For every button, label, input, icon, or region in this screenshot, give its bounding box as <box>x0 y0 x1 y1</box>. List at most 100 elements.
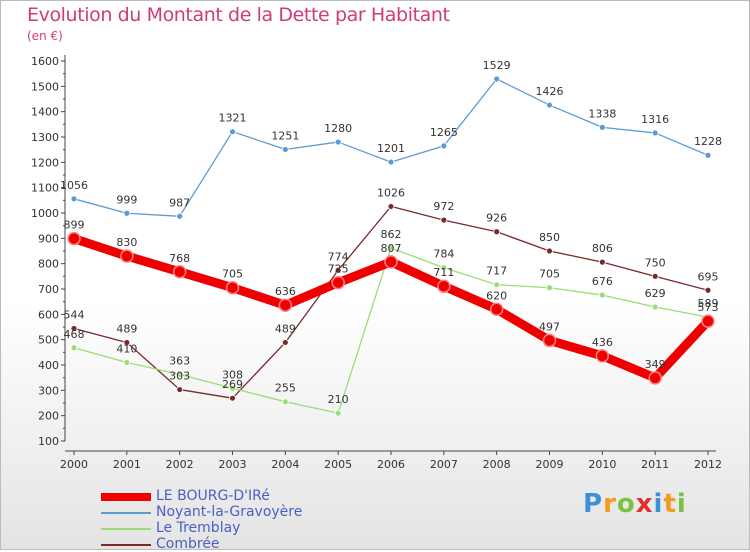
data-point <box>704 151 712 159</box>
data-point <box>123 359 131 366</box>
logo-letter: o <box>616 489 636 519</box>
data-label: 972 <box>433 200 454 213</box>
data-point <box>493 228 501 236</box>
data-label: 1026 <box>377 186 405 199</box>
x-tick-label: 2004 <box>271 458 299 471</box>
legend-label: Combrée <box>156 536 220 552</box>
data-label: 489 <box>116 322 137 335</box>
data-point <box>334 409 342 417</box>
data-label: 807 <box>381 242 402 255</box>
data-point <box>542 333 557 348</box>
x-tick-label: 2008 <box>483 458 511 471</box>
data-label: 308 <box>222 368 243 381</box>
y-tick-label: 1200 <box>31 156 59 169</box>
data-label: 1316 <box>641 113 669 126</box>
data-point <box>278 298 293 312</box>
data-label: 1228 <box>694 135 722 148</box>
legend-swatch <box>101 512 151 514</box>
data-label: 1280 <box>324 122 352 135</box>
data-point <box>176 386 184 393</box>
data-point <box>651 272 659 280</box>
data-label: 1265 <box>430 126 458 139</box>
data-label: 629 <box>645 287 666 300</box>
data-point <box>546 284 553 292</box>
data-label: 774 <box>328 250 349 263</box>
data-point <box>598 123 606 131</box>
data-label: 436 <box>592 336 613 349</box>
data-point <box>334 266 342 274</box>
data-label: 210 <box>328 393 349 406</box>
data-labels-layer: 1056 999 987 1321 1251 1280 1201 1265 1529 1426 13… <box>60 59 722 406</box>
data-point <box>387 158 395 166</box>
data-label: 573 <box>698 301 719 314</box>
data-label: 926 <box>486 212 507 225</box>
data-point <box>67 231 81 246</box>
data-point <box>225 280 240 295</box>
data-label: 544 <box>64 309 85 322</box>
logo-letter: i <box>653 489 664 519</box>
logo-letter: t <box>663 489 677 519</box>
logo-letter: x <box>635 489 654 519</box>
data-point <box>704 286 712 294</box>
data-label: 497 <box>539 320 560 333</box>
data-label: 1321 <box>219 112 247 125</box>
data-label: 1056 <box>60 179 88 192</box>
chart-subtitle: (en €) <box>27 29 63 43</box>
data-point <box>229 128 236 136</box>
data-point <box>437 279 451 293</box>
proxiti-logo: Proxiti <box>583 489 687 519</box>
y-tick-label: 100 <box>38 435 59 448</box>
data-point <box>598 291 606 299</box>
data-point <box>546 101 553 109</box>
data-point <box>595 349 610 363</box>
x-tick-label: 2001 <box>113 458 141 471</box>
data-label: 705 <box>539 268 560 281</box>
data-point <box>651 303 659 311</box>
data-point <box>281 398 289 406</box>
data-point <box>120 249 134 263</box>
y-tick-label: 600 <box>38 308 59 321</box>
x-tick-label: 2003 <box>219 458 247 471</box>
logo-letter: i <box>676 489 687 519</box>
data-point <box>176 212 184 220</box>
logo-letter: P <box>583 489 604 519</box>
data-point <box>493 75 501 83</box>
data-label: 705 <box>222 268 243 281</box>
data-label: 636 <box>275 285 296 298</box>
data-point <box>546 247 553 255</box>
data-point <box>440 216 448 224</box>
data-label: 768 <box>169 252 190 265</box>
data-point <box>281 146 289 153</box>
y-tick-label: 1400 <box>31 106 59 119</box>
data-point <box>489 302 504 317</box>
data-point <box>440 264 448 272</box>
y-tick-label: 700 <box>38 283 59 296</box>
x-tick-label: 2006 <box>377 458 405 471</box>
data-point <box>70 344 78 352</box>
legend-swatch <box>101 493 151 501</box>
data-label: 620 <box>486 289 507 302</box>
data-point <box>651 129 659 137</box>
legend-swatch <box>101 528 151 530</box>
data-label: 899 <box>64 219 85 232</box>
y-tick-label: 300 <box>38 384 59 397</box>
data-label: 830 <box>116 236 137 249</box>
y-tick-label: 1100 <box>31 182 59 195</box>
data-label: 862 <box>381 228 402 241</box>
data-point <box>384 255 398 269</box>
y-tick-label: 400 <box>38 359 59 372</box>
y-tick-label: 1500 <box>31 80 59 93</box>
data-label: 410 <box>116 342 137 355</box>
legend-label: Le Tremblay <box>156 520 241 536</box>
data-point <box>172 265 187 279</box>
data-point <box>229 384 236 392</box>
data-label: 717 <box>486 265 507 278</box>
data-label: 850 <box>539 231 560 244</box>
axes: 1002003004005006007008009001000110012001… <box>31 55 722 471</box>
data-label: 784 <box>433 248 454 261</box>
data-point <box>648 371 662 385</box>
data-point <box>440 142 448 150</box>
data-point <box>493 281 501 289</box>
